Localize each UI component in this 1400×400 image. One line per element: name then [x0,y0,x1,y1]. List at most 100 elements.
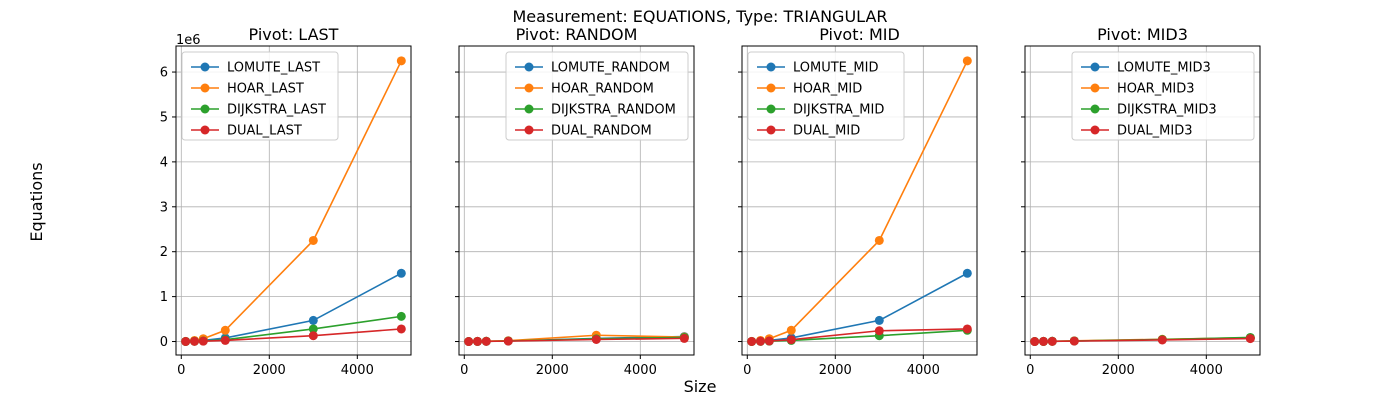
data-point [679,333,689,343]
data-point [1245,334,1255,344]
axes-frame [1024,45,1261,356]
x-tick-label: 0 [460,363,468,378]
y-tick-label: 3 [160,200,168,215]
legend-marker [766,125,776,135]
data-point [786,335,796,345]
legend-marker [766,62,776,72]
data-point [396,311,406,321]
figure-ylabel: Equations [27,162,46,241]
data-point [220,335,230,345]
subplot-2: 0 2000 4000 Pivot: RANDOM LOMUTE_RANDOM HOAR_… [455,25,695,378]
legend-marker [1090,104,1100,114]
data-point [764,336,774,346]
data-point [308,235,318,245]
data-point [308,315,318,325]
data-point [874,315,884,325]
y-tick-label: 5 [160,110,168,125]
data-point [747,336,757,346]
subplot-3: 0 2000 4000 Pivot: MID LOMUTE_MID HOAR_MID DIJ… [738,25,978,378]
figure-suptitle: Measurement: EQUATIONS, Type: TRIANGULAR [512,7,887,26]
legend-marker [766,104,776,114]
legend-entry-label: DUAL_MID3 [1117,124,1193,139]
subplot-title: Pivot: RANDOM [516,25,638,44]
legend-box [747,51,905,141]
data-point [472,336,482,346]
series-line [185,315,402,343]
legend-marker [200,83,210,93]
legend-entry-label: HOAR_MID [793,82,862,97]
data-point [189,336,199,346]
legend: LOMUTE_MID3 HOAR_MID3 DIJKSTRA_MID3 DUAL_MI… [1071,51,1255,141]
legend-entry-label: DIJKSTRA_MID3 [1117,103,1217,118]
legend: LOMUTE_LAST HOAR_LAST DIJKSTRA_LAST DUAL_LA… [181,51,339,141]
data-point [181,336,191,346]
data-point [962,268,972,278]
legend-marker [524,62,534,72]
legend-marker [524,104,534,114]
subplot-4: 0 2000 4000 Pivot: MID3 LOMUTE_MID3 HOAR_MID3… [1021,25,1261,378]
data-point [591,335,601,345]
subplot-1: 0 2000 4000 0 1 2 3 4 5 6 Pivot: LAST LOMUTE_LAST HO… [160,25,412,378]
data-point [464,337,474,347]
data-point [308,324,318,334]
subplots: 0 2000 4000 0 1 2 3 4 5 6 Pivot: LAST LOMUTE_LAST HO… [160,25,1261,378]
legend-marker [200,62,210,72]
y-tick-label: 0 [160,335,168,350]
legend-marker [1090,83,1100,93]
legend-box [181,51,339,141]
legend-entry-label: HOAR_MID3 [1117,82,1195,97]
data-point [1047,336,1057,346]
x-tick-label: 4000 [341,363,374,378]
legend-marker [1090,62,1100,72]
legend: LOMUTE_MID HOAR_MID DIJKSTRA_MID DUAL_MID [747,51,905,141]
legend-entry-label: DUAL_RANDOM [551,124,652,139]
legend-entry-label: LOMUTE_RANDOM [551,61,670,76]
legend-marker [524,83,534,93]
x-tick-label: 4000 [907,363,940,378]
data-point [874,235,884,245]
x-tick-label: 0 [743,363,751,378]
legend-marker [766,83,776,93]
legend-marker [200,104,210,114]
data-point [1038,336,1048,346]
x-tick-label: 0 [177,363,185,378]
axes-frame [175,45,412,356]
legend-box [505,51,689,141]
legend-entry-label: LOMUTE_MID [793,61,878,76]
data-point [308,331,318,341]
data-point [198,336,208,346]
legend-entry-label: DIJKSTRA_LAST [227,103,326,118]
data-point [755,336,765,346]
x-tick-label: 0 [1026,363,1034,378]
series-line [751,272,968,343]
y-tick-label: 4 [160,155,168,170]
data-point [962,324,972,334]
axes-frame [458,45,695,356]
y-tick-label: 1 [160,290,168,305]
y-scale-offset-label: 1e6 [176,33,201,48]
subplot-title: Pivot: MID3 [1097,25,1188,44]
data-point [503,336,513,346]
legend-box [1071,51,1255,141]
legend-marker [1090,125,1100,135]
legend-entry-label: DUAL_MID [793,124,860,139]
legend-marker [200,125,210,135]
figure-xlabel: Size [684,377,717,396]
data-point [1157,335,1167,345]
x-tick-label: 2000 [253,363,286,378]
x-tick-label: 2000 [1102,363,1135,378]
x-tick-label: 4000 [1190,363,1223,378]
legend-entry-label: LOMUTE_LAST [227,61,320,76]
data-point [220,325,230,335]
data-point [396,324,406,334]
x-tick-label: 2000 [819,363,852,378]
series-line [751,328,968,343]
x-tick-label: 2000 [536,363,569,378]
data-point [396,56,406,66]
data-point [481,336,491,346]
data-point [962,56,972,66]
legend-entry-label: HOAR_LAST [227,82,304,97]
legend-entry-label: DIJKSTRA_RANDOM [551,103,676,118]
data-point [396,268,406,278]
